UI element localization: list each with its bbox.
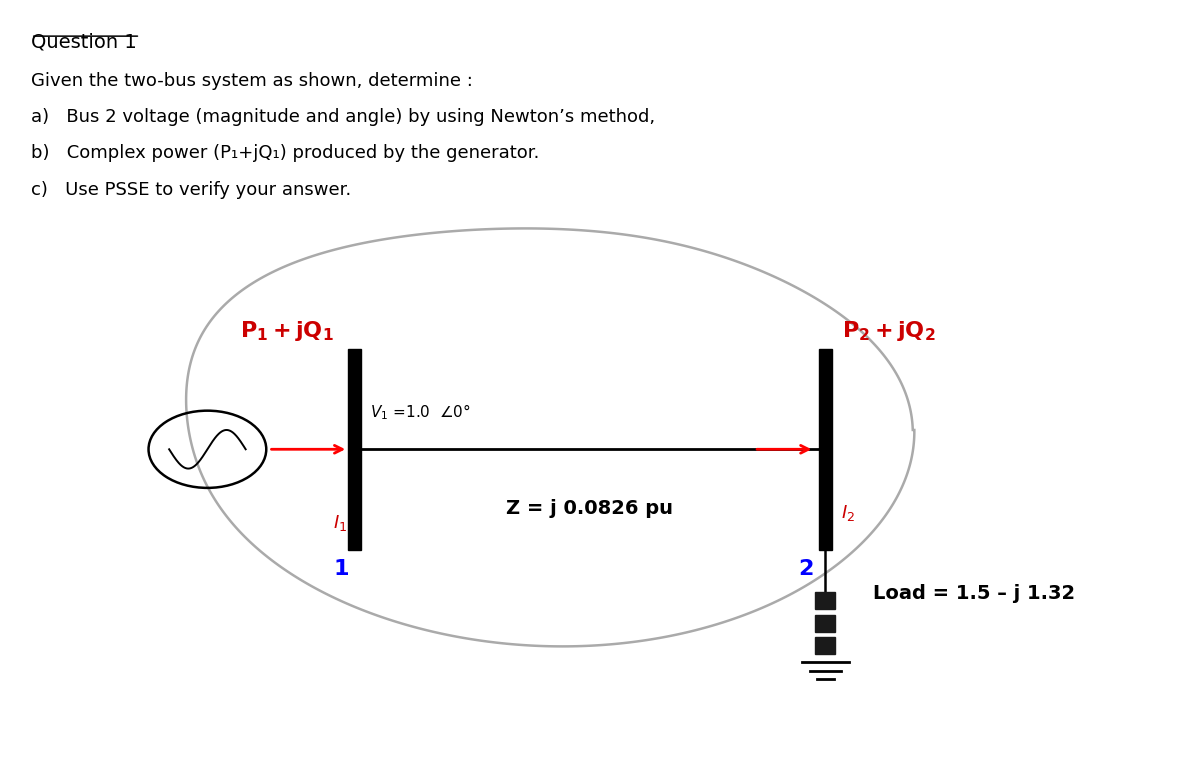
Bar <box>819 349 832 549</box>
Text: $\mathbf{P_2+jQ_2}$: $\mathbf{P_2+jQ_2}$ <box>841 319 936 343</box>
Text: $I_1$: $I_1$ <box>333 512 347 532</box>
Text: $V_1$ =1.0  $\angle$0°: $V_1$ =1.0 $\angle$0° <box>369 402 471 422</box>
Text: Load = 1.5 – j 1.32: Load = 1.5 – j 1.32 <box>872 584 1075 604</box>
Text: Z = j 0.0826 pu: Z = j 0.0826 pu <box>506 499 674 518</box>
Text: c)   Use PSSE to verify your answer.: c) Use PSSE to verify your answer. <box>31 181 352 198</box>
Bar <box>815 615 835 632</box>
Text: 1: 1 <box>333 559 348 579</box>
Text: $I_2$: $I_2$ <box>840 503 854 523</box>
Text: $\mathbf{P_1+jQ_1}$: $\mathbf{P_1+jQ_1}$ <box>240 319 334 343</box>
Text: 2: 2 <box>799 559 814 579</box>
Bar <box>815 592 835 609</box>
Text: a)   Bus 2 voltage (magnitude and angle) by using Newton’s method,: a) Bus 2 voltage (magnitude and angle) b… <box>31 108 655 126</box>
Text: b)   Complex power (P₁+jQ₁) produced by the generator.: b) Complex power (P₁+jQ₁) produced by th… <box>31 144 539 162</box>
Text: Given the two-bus system as shown, determine :: Given the two-bus system as shown, deter… <box>31 72 473 91</box>
Bar <box>348 349 361 549</box>
Text: Question 1: Question 1 <box>31 33 137 51</box>
Polygon shape <box>186 229 914 646</box>
Bar <box>815 637 835 654</box>
